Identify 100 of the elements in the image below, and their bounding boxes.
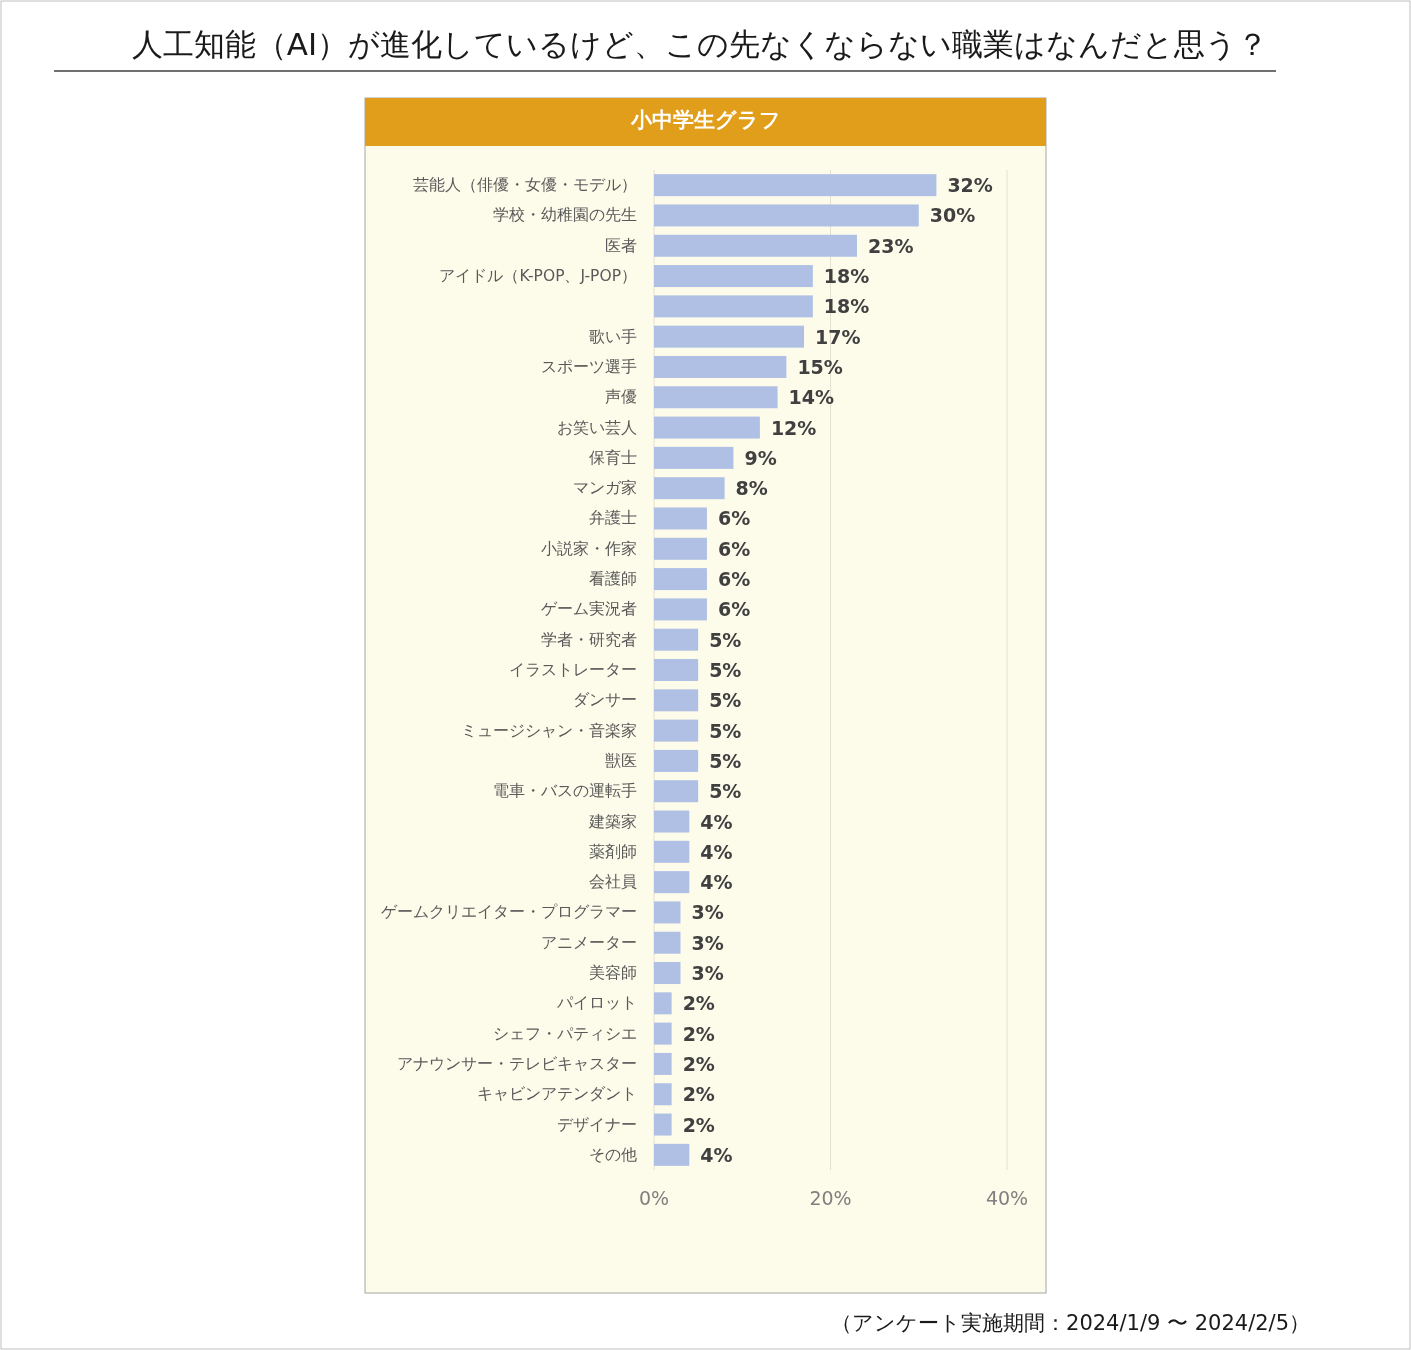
data-label: 5% — [709, 749, 742, 772]
y-tick-label: その他 — [589, 1145, 637, 1164]
y-tick-label: 獣医 — [605, 751, 637, 770]
data-label: 23% — [867, 234, 914, 257]
bar — [654, 749, 699, 772]
chart-title: 人工知能（AI）が進化しているけど、この先なくならない職業はなんだと思う？ — [131, 26, 1269, 62]
data-label: 3% — [691, 931, 724, 954]
bar — [654, 234, 857, 257]
bar — [654, 1113, 672, 1136]
bar — [654, 295, 813, 318]
bar — [654, 962, 681, 985]
y-tick-label: 薬剤師 — [589, 842, 637, 861]
y-tick-label: 歌い手 — [589, 327, 637, 346]
y-tick-label: パイロット — [556, 994, 637, 1013]
data-label: 3% — [691, 962, 724, 985]
y-tick-label: 会社員 — [589, 873, 637, 892]
y-tick-label: 小説家・作家 — [541, 539, 637, 558]
x-tick-label: 0% — [638, 1187, 670, 1209]
y-tick-label: ゲームクリエイター・プログラマー — [381, 903, 637, 922]
y-tick-label: 声優 — [605, 388, 637, 407]
y-tick-label: 学者・研究者 — [541, 630, 637, 649]
data-label: 8% — [735, 477, 768, 500]
data-label: 5% — [709, 659, 742, 681]
data-label: 5% — [709, 719, 742, 742]
data-label: 2% — [682, 1022, 715, 1045]
bar — [654, 780, 699, 803]
bar — [654, 659, 699, 681]
y-tick-label: シェフ・パティシエ — [493, 1024, 637, 1043]
y-tick-label: 電車・バスの運転手 — [493, 782, 637, 801]
data-label: 2% — [682, 1113, 715, 1136]
text: （アンケート実施期間：2024/1/9 〜 2024/2/5） — [831, 1311, 1310, 1335]
data-label: 5% — [709, 628, 742, 651]
data-label: 4% — [700, 871, 733, 894]
data-label: 6% — [717, 568, 751, 591]
bar — [654, 931, 681, 954]
y-tick-label: お笑い芸人 — [557, 418, 637, 437]
y-tick-label: 医者 — [605, 236, 637, 255]
bar — [654, 386, 778, 409]
bar — [654, 507, 707, 530]
y-tick-label: 建築家 — [588, 812, 637, 831]
bar — [654, 598, 707, 621]
data-label: 2% — [682, 992, 715, 1015]
bar — [654, 174, 937, 197]
chart-subtitle: 小中学生グラフ — [629, 108, 781, 132]
bar — [654, 1083, 672, 1106]
bar — [654, 1052, 672, 1075]
data-label: 17% — [815, 325, 861, 348]
data-label: 4% — [700, 1143, 733, 1166]
bar — [654, 992, 672, 1015]
bar — [654, 204, 919, 227]
data-label: 15% — [797, 355, 843, 378]
bar — [654, 871, 690, 894]
y-tick-label: 芸能人（俳優・女優・モデル） — [413, 176, 637, 195]
bar — [654, 416, 760, 439]
data-label: 18% — [823, 295, 870, 318]
y-tick-label: ミュージシャン・音楽家 — [461, 721, 637, 740]
data-label: 4% — [700, 810, 733, 833]
data-label: 6% — [717, 598, 751, 621]
bar — [654, 355, 787, 378]
x-tick-label: 40% — [985, 1187, 1029, 1209]
bar — [654, 446, 734, 469]
data-label: 14% — [788, 386, 835, 409]
bar — [654, 901, 681, 924]
y-tick-label: デザイナー — [557, 1115, 637, 1134]
y-tick-label: 看護師 — [589, 570, 637, 589]
data-label: 12% — [770, 416, 817, 439]
bar — [654, 477, 725, 500]
data-label: 5% — [709, 780, 742, 803]
data-label: 6% — [717, 537, 751, 560]
y-tick-label: 学校・幼稚園の先生 — [493, 206, 637, 225]
bar — [654, 265, 813, 288]
bar — [654, 810, 690, 833]
bar — [654, 325, 805, 348]
y-tick-label: イラストレーター — [509, 661, 637, 679]
y-tick-label: スポーツ選手 — [541, 357, 637, 376]
bar — [654, 840, 690, 863]
y-tick-label: アイドル（K-POP、J-POP） — [439, 267, 637, 286]
data-label: 5% — [709, 689, 742, 712]
y-tick-label: アニメーター — [541, 933, 637, 952]
y-tick-label: キャビンアテンダント — [477, 1085, 637, 1104]
data-label: 18% — [823, 265, 870, 288]
bar — [654, 689, 699, 712]
y-tick-label: 美容師 — [589, 964, 637, 983]
y-tick-label: 弁護士 — [589, 509, 637, 528]
data-label: 4% — [700, 840, 733, 863]
bar — [654, 719, 699, 742]
bar — [654, 1143, 690, 1166]
data-label: 2% — [682, 1052, 715, 1075]
x-tick-label: 20% — [809, 1187, 852, 1209]
y-tick-label: アナウンサー・テレビキャスター — [397, 1054, 637, 1073]
y-tick-label: ダンサー — [573, 691, 637, 710]
y-tick-label: マンガ家 — [573, 479, 637, 498]
bar — [654, 1022, 672, 1045]
y-tick-label: 保育士 — [589, 448, 637, 467]
data-label: 30% — [929, 204, 976, 227]
bar — [654, 628, 699, 651]
data-label: 3% — [691, 901, 724, 924]
data-label: 2% — [682, 1083, 715, 1106]
bar — [654, 568, 707, 591]
bar — [654, 537, 707, 560]
